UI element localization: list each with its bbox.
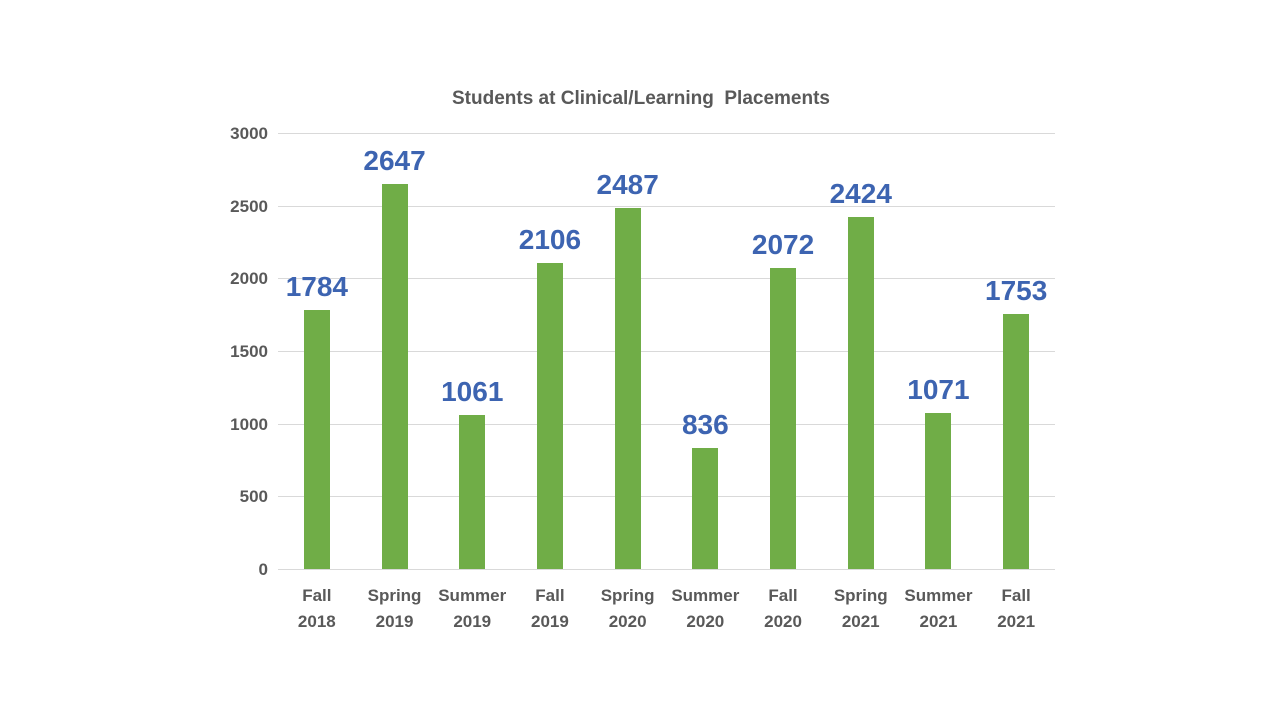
gridline-2500 [278, 205, 1055, 207]
data-label: 2487 [596, 169, 659, 200]
y-axis-tick-label: 3000 [230, 124, 268, 143]
x-axis-tick-label: Summer 2021 [904, 586, 973, 631]
bar-fall-2021 [1003, 314, 1030, 569]
chart-title: Students at Clinical/Learning Placements [452, 88, 830, 109]
x-axis-tick-label: Fall 2019 [531, 586, 569, 631]
bar-summer-2020 [692, 448, 719, 569]
x-axis-tick-label: Fall 2018 [297, 586, 336, 631]
y-axis-tick-label: 0 [258, 560, 268, 579]
bar-spring-2021 [847, 217, 874, 569]
gridline-0 [278, 569, 1055, 570]
data-label: 2647 [363, 145, 426, 176]
bar-fall-2018 [303, 310, 330, 569]
x-axis-tick-label: Fall 2020 [764, 586, 802, 631]
bar-spring-2019 [381, 184, 408, 569]
x-axis-tick-label: Summer 2020 [671, 586, 740, 631]
x-axis-tick-label: Spring 2021 [833, 586, 888, 631]
y-axis-tick-label: 500 [239, 487, 268, 507]
x-axis-tick-label: Fall 2021 [997, 586, 1036, 631]
x-axis-tick-label: Spring 2019 [367, 586, 422, 631]
data-label: 2072 [751, 229, 815, 260]
y-axis-tick-label: 1000 [230, 414, 268, 434]
x-axis-tick-label: Spring 2020 [600, 586, 655, 631]
data-label: 1784 [285, 271, 348, 302]
bar-summer-2019 [459, 415, 486, 569]
x-axis-tick-label: Summer 2019 [438, 586, 507, 631]
data-label: 2106 [518, 224, 582, 255]
data-label: 1061 [441, 376, 504, 407]
data-label: 2424 [829, 178, 892, 209]
bar-fall-2020 [770, 268, 797, 569]
bar-fall-2019 [536, 263, 563, 569]
data-label: 1753 [984, 275, 1048, 306]
bar-summer-2021 [925, 413, 952, 569]
data-label: 836 [681, 409, 729, 440]
bar-spring-2020 [614, 208, 641, 569]
gridline-3000 [278, 133, 1055, 134]
gridline-1500 [278, 351, 1055, 352]
plot-area: 1784 2647 1061 2106 2487 836 2072 2424 1071 1753 [278, 133, 1055, 570]
y-axis-tick-label: 1500 [230, 342, 268, 361]
data-label: 1071 [907, 374, 970, 405]
y-axis-tick-label: 2500 [230, 196, 268, 216]
gridline-1000 [278, 423, 1055, 425]
gridline-2000 [278, 278, 1055, 280]
y-axis-tick-label: 2000 [230, 269, 268, 289]
gridline-500 [278, 496, 1055, 498]
